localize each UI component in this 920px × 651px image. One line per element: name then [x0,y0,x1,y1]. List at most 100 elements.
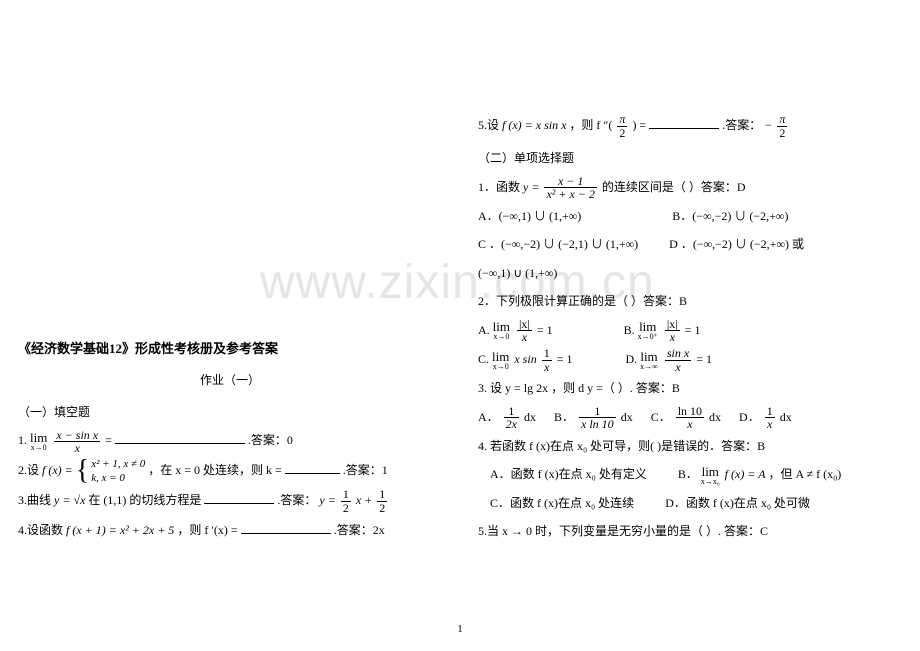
frac: 1 x ln 10 [579,405,616,431]
eq: = 1 [685,323,701,337]
mc3-opt-c: C． ln 10 x dx [651,404,721,431]
frac: 1 x [765,405,775,431]
q5-ans-pre: .答案： [722,118,761,132]
q2-prefix: 2.设 [18,463,39,477]
q3-curve: y = √x [54,493,85,507]
mc2-c-mid: x sin [514,352,539,366]
mc1-opts-row1: A．(−∞,1) ∪ (1,+∞) B．(−∞,−2) ∪ (−2,+∞) [478,203,902,229]
q5-close: ) = [632,118,646,132]
q3-mid: 在 (1,1) 的切线方程是 [88,493,201,507]
opt-label: B． [678,467,698,481]
lim: lim x→0 [493,320,510,341]
frac-num: 1 [542,347,552,361]
q1-eq: = [105,433,112,447]
frac-num: sin x [665,347,691,361]
opt-label: A. [478,323,490,337]
case-row: x² + 1, x ≠ 0 [91,457,145,471]
frac-num: π [777,113,787,127]
mc4-opt-d: D．函数 f (x)在点 x₀ 处可微 [665,490,810,516]
mc2-opt-b: B. lim x→0⁺ |x| x = 1 [624,317,701,344]
frac-den: 2 [377,502,387,515]
lim-sub: x→0 [492,363,509,371]
q1-lim: lim x→0 [30,431,47,452]
q3-frac1: 1 2 [341,488,351,514]
lim-text: lim [640,350,658,363]
q3-ans-pre: .答案： [277,493,316,507]
frac-num: 1 [579,405,616,419]
dx: dx [524,410,536,424]
frac-num: ln 10 [676,405,704,419]
lim-sub: x→0 [493,333,510,341]
case-row: k, x = 0 [91,471,145,485]
frac-num: π [617,113,627,127]
section-1-head: （一）填空题 [18,399,442,425]
q3-x: x + [356,493,375,507]
frac-den: x [765,418,775,431]
q5-pi: π 2 [617,113,627,139]
lim: lim x→∞ [640,350,658,371]
q2-cases: { x² + 1, x ≠ 0 k, x = 0 [76,457,145,486]
frac: 1 x [542,347,552,373]
q4-fx: f (x + 1) = x² + 2x + 5 [66,523,174,537]
q3-prefix: 3.曲线 [18,493,51,507]
mc4-row1: A．函数 f (x)在点 x₀ 处有定义 B． lim x→x₀ f (x) =… [478,461,902,487]
mc5-head: 5.当 x → 0 时，下列变量是无穷小量的是（ ）. 答案：C [478,518,902,544]
mc1-prefix: 1．函数 [478,180,520,194]
doc-title: 《经济数学基础12》形成性考核册及参考答案 [18,335,442,364]
mc4-row2: C．函数 f (x)在点 x₀ 处连续 D．函数 f (x)在点 x₀ 处可微 [478,490,902,516]
frac-num: 1 [377,488,387,502]
q5-ans-frac: π 2 [777,113,787,139]
mc4-head: 4. 若函数 f (x)在点 x₀ 处可导，则( )是错误的．答案：B [478,433,902,459]
frac-den: 2x [504,418,519,431]
lim-sub: x→0⁺ [638,333,658,341]
mc1-opt-d: D ．(−∞,−2) ∪ (−2,+∞) 或 [669,231,804,257]
frac-num: |x| [517,318,532,332]
mc1-frac: x − 1 x² + x − 2 [544,175,596,201]
mc4-opt-a: A．函数 f (x)在点 x₀ 处有定义 [490,461,647,487]
mc3-opt-a: A． 1 2x dx [478,404,536,431]
frac-den: 2 [617,127,627,140]
q4-prefix: 4.设函数 [18,523,63,537]
mc2-row2: C. lim x→0 x sin 1 x = 1 D. lim x→∞ [478,346,902,373]
q5-prefix: 5.设 [478,118,499,132]
mc3-head: 3. 设 y = lg 2x ，则 d y =（ ）. 答案：B [478,375,902,401]
mc4-opt-c: C．函数 f (x)在点 x₀ 处连续 [490,490,634,516]
q1: 1. lim x→0 x − sin x x = .答案：0 [18,427,442,454]
q4-mid: ，则 f ′(x) = [177,523,237,537]
opt-label: D. [625,352,637,366]
mc1-opts-row2: C ．(−∞,−2) ∪ (−2,1) ∪ (1,+∞) D ．(−∞,−2) … [478,231,902,257]
frac-den: x [676,418,704,431]
frac: sin x x [665,347,691,373]
q2-fx: f (x) = [42,463,73,477]
frac-den: 2 [777,127,787,140]
q1-ans: .答案：0 [248,433,293,447]
eq: = 1 [557,352,573,366]
mc3-opts: A． 1 2x dx B． 1 x ln 10 dx C． ln 10 [478,404,902,431]
brace-icon: { [76,457,89,485]
mc4-opt-b: B． lim x→x₀ f (x) = A ，但 A ≠ f (x₀) [678,461,841,487]
mc1-opt-d2: (−∞,1) ∪ (1,+∞) [478,260,902,286]
frac-num: x − 1 [544,175,596,189]
q4: 4.设函数 f (x + 1) = x² + 2x + 5 ，则 f ′(x) … [18,517,442,543]
opt-label: C. [478,352,489,366]
mc3-opt-d: D． 1 x dx [739,404,792,431]
mc2-opt-d: D. lim x→∞ sin x x = 1 [625,346,712,373]
mc2-opt-c: C. lim x→0 x sin 1 x = 1 [478,346,572,373]
q5-minus: − [764,118,772,132]
frac-den: 2 [341,502,351,515]
dx: dx [709,410,721,424]
blank [204,492,274,504]
frac-num: |x| [665,318,680,332]
mc2-head: 2．下列极限计算正确的是（ ）答案：B [478,288,902,314]
frac-den: x [665,361,691,374]
mc1-opt-b: B．(−∞,−2) ∪ (−2,+∞) [672,203,788,229]
opt-label: D． [739,410,760,424]
q1-frac: x − sin x x [54,429,100,455]
frac-den: x [517,331,532,344]
lim: lim x→x₀ [701,465,720,486]
frac: |x| x [517,318,532,344]
lim-sub: x→x₀ [701,478,720,486]
q2: 2.设 f (x) = { x² + 1, x ≠ 0 k, x = 0 ，在 … [18,457,442,486]
frac-den: x [665,331,680,344]
frac-num: x − sin x [54,429,100,443]
